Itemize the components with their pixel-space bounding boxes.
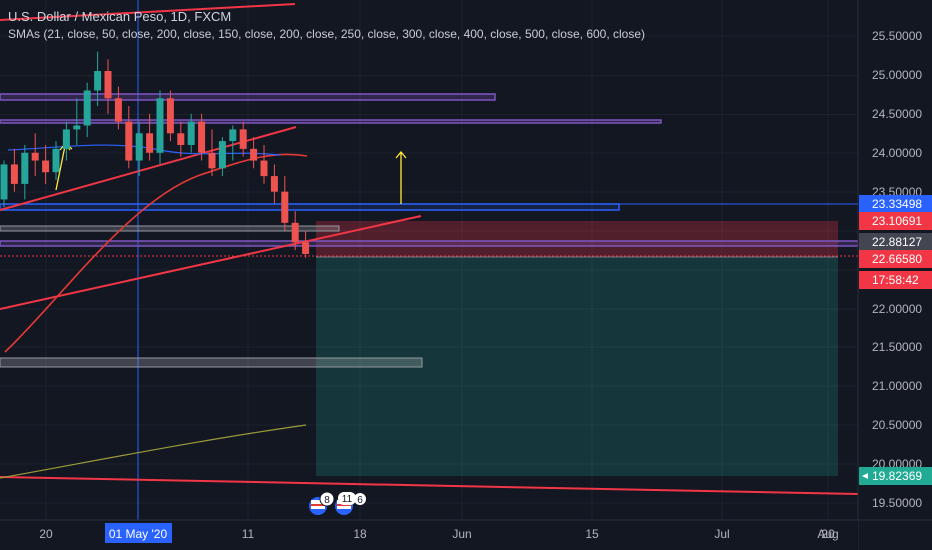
indicator-legend[interactable]: SMAs (21, close, 50, close, 200, close, … [8, 27, 646, 41]
sma-line [0, 424, 307, 479]
candle-body[interactable] [208, 152, 216, 169]
flag-stripe [311, 504, 325, 506]
zone-rect[interactable] [0, 357, 423, 368]
candle-body[interactable] [31, 152, 39, 161]
candle-body[interactable] [281, 191, 289, 223]
price-badge[interactable] [859, 250, 932, 268]
price-tick: 24.00000 [872, 146, 922, 160]
candle-body[interactable] [156, 98, 164, 153]
time-tick: 20 [39, 527, 53, 541]
zone-rect[interactable] [0, 225, 340, 232]
event-count-badge [319, 491, 335, 507]
price-tick: 25.50000 [872, 29, 922, 43]
candle-body[interactable] [146, 133, 154, 153]
candle-body[interactable] [83, 90, 91, 126]
price-badge[interactable] [859, 233, 932, 251]
event-flags[interactable]: 8 11 6 [309, 491, 366, 515]
candle-body[interactable] [302, 242, 310, 254]
candle-body[interactable] [291, 222, 299, 243]
zone-rect[interactable] [0, 119, 662, 124]
candle-body[interactable] [73, 125, 81, 130]
candle-body[interactable] [250, 148, 258, 161]
price-tick: 21.50000 [872, 340, 922, 354]
price-badge-label: 17:58:42 [872, 273, 919, 287]
sma-line [4, 153, 308, 353]
price-tick: 25.00000 [872, 68, 922, 82]
price-badge-label: 23.10691 [872, 214, 922, 228]
price-tick: 20.50000 [872, 418, 922, 432]
event-count-badge [354, 493, 366, 505]
event-count: 8 [324, 495, 330, 506]
candle-body[interactable] [166, 98, 174, 134]
zone-rect[interactable] [0, 240, 859, 247]
price-badge[interactable] [859, 271, 932, 289]
trend-line[interactable] [0, 476, 859, 495]
sma-line [7, 144, 281, 156]
time-tick: 18 [353, 527, 367, 541]
candle-body[interactable] [125, 121, 133, 161]
candle-body[interactable] [62, 129, 70, 149]
symbol-title: U.S. Dollar / Mexican Peso, 1D, FXCM [8, 9, 232, 24]
zone-rect[interactable] [0, 203, 620, 211]
badge-marker [862, 473, 868, 479]
candle-body[interactable] [229, 129, 237, 142]
candle-body[interactable] [270, 176, 278, 192]
time-tick: Jun [452, 527, 471, 541]
candle-body[interactable] [260, 160, 268, 177]
candles [0, 51, 310, 258]
time-tick: 20 [821, 527, 835, 541]
event-count: 6 [357, 495, 363, 506]
price-badge[interactable] [859, 195, 932, 213]
time-highlight [105, 523, 172, 543]
price-badge-label: 22.66580 [872, 252, 922, 266]
candle-body[interactable] [52, 148, 60, 173]
time-tick-highlight: 01 May '20 [109, 527, 168, 541]
candle-body[interactable] [177, 133, 185, 145]
price-tick: 24.50000 [872, 107, 922, 121]
price-badge-label: 22.88127 [872, 235, 922, 249]
trend-line[interactable] [0, 3, 296, 21]
candle-body[interactable] [94, 71, 102, 91]
trend-line[interactable] [0, 215, 422, 310]
price-tick: 21.00000 [872, 379, 922, 393]
time-tick: 11 [242, 527, 255, 541]
candle-body[interactable] [0, 164, 8, 200]
price-badge[interactable] [859, 467, 932, 485]
event-count: 11 [342, 494, 353, 505]
candle-body[interactable] [104, 71, 112, 99]
candle-body[interactable] [218, 141, 226, 169]
event-count-badge [338, 492, 356, 505]
candle-body[interactable] [135, 133, 143, 161]
time-tick: Jul [714, 527, 729, 541]
candle-body[interactable] [10, 164, 18, 184]
time-tick: Aug [817, 527, 838, 541]
price-tick: 19.50000 [872, 496, 922, 510]
time-tick: 15 [585, 527, 599, 541]
risk-zone[interactable] [316, 221, 838, 257]
candle-body[interactable] [114, 98, 122, 122]
price-badge[interactable] [859, 212, 932, 230]
price-tick: 22.00000 [872, 302, 922, 316]
candle-body[interactable] [187, 121, 195, 145]
candle-body[interactable] [239, 129, 247, 149]
candle-body[interactable] [21, 152, 29, 184]
candle-body[interactable] [198, 121, 206, 153]
price-axis[interactable]: 25.5000025.0000024.5000024.0000023.50000… [857, 0, 932, 550]
candle-body[interactable] [42, 160, 50, 173]
price-badge-label: 23.33498 [872, 197, 922, 211]
arrow-up[interactable] [395, 150, 407, 204]
zone-rect[interactable] [0, 93, 496, 101]
price-badge-label: 19.82369 [872, 469, 922, 483]
